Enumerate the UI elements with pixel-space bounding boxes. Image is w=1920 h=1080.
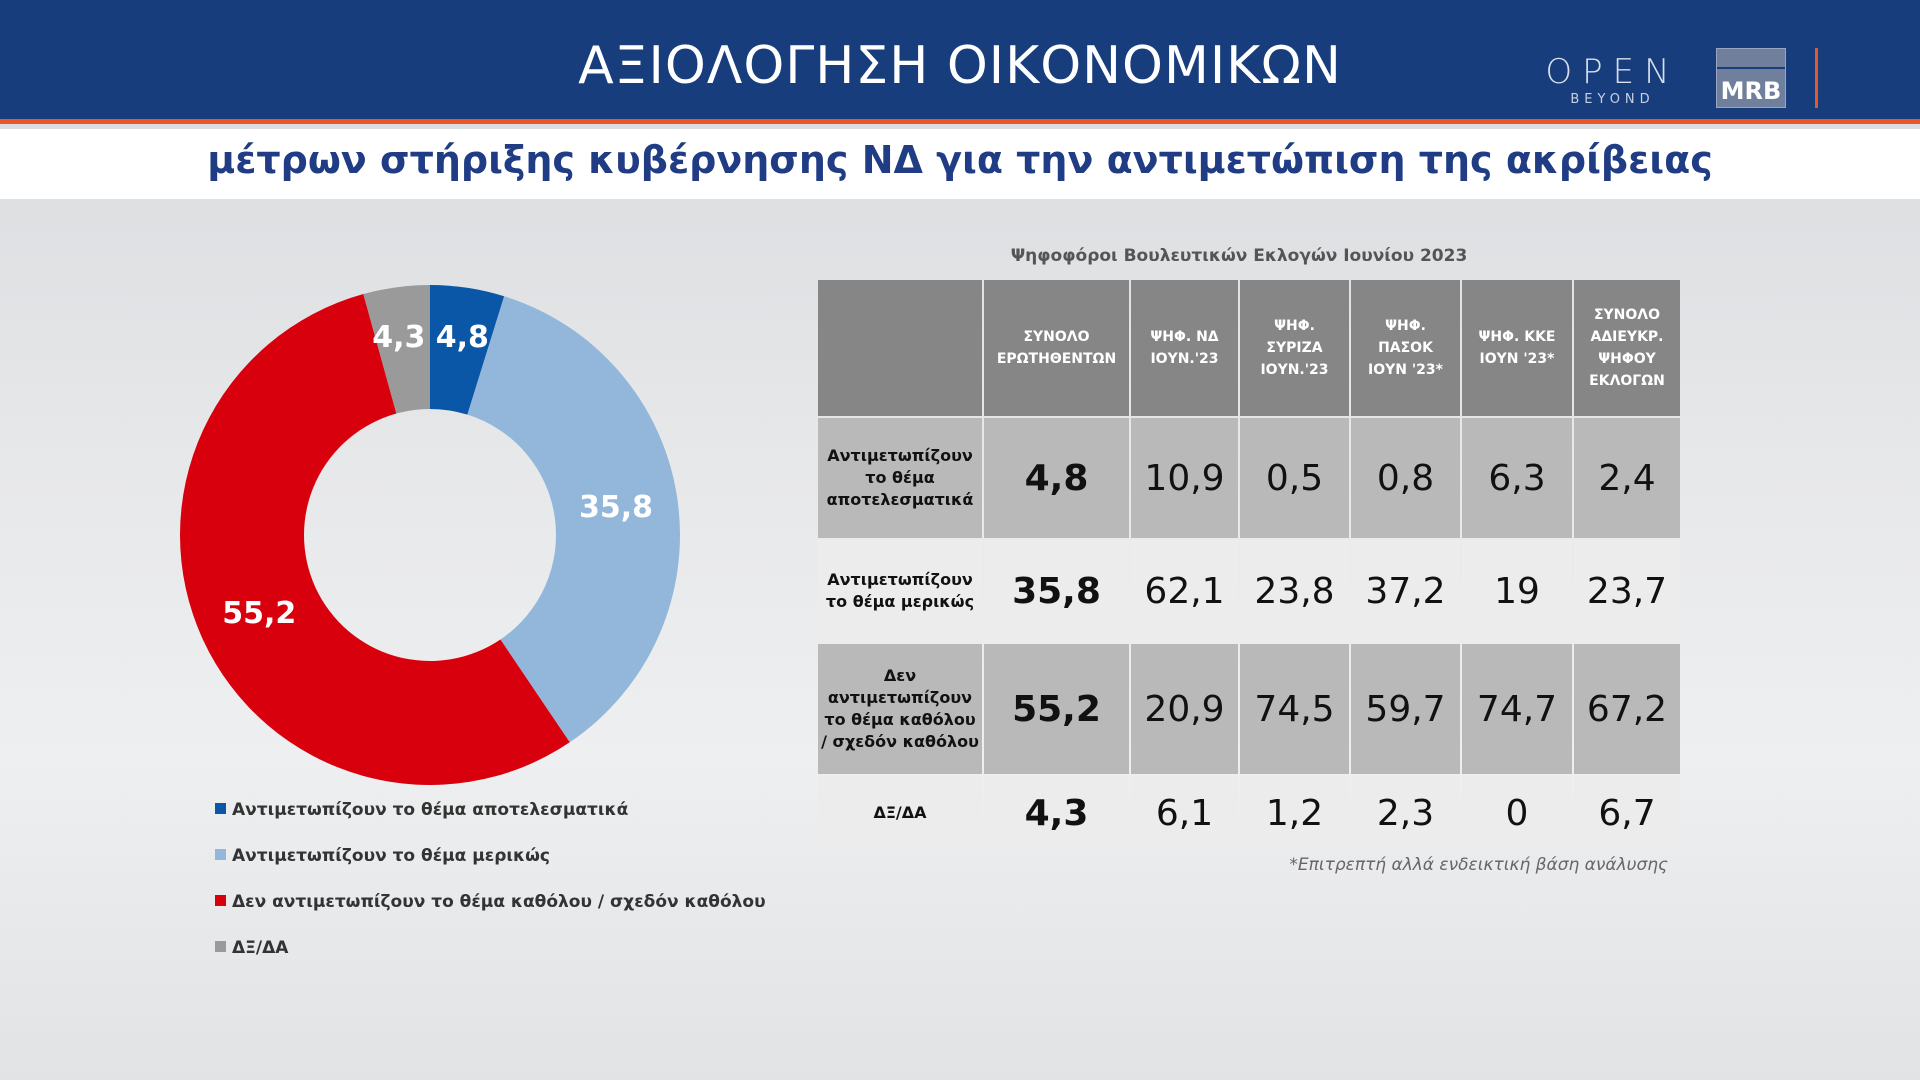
legend-item-effective: Αντιμετωπίζουν το θέμα αποτελεσματικά (215, 800, 628, 820)
table-cell: 2,4 (1574, 418, 1680, 538)
table-cell: 35,8 (984, 540, 1129, 642)
table-cell: 55,2 (984, 644, 1129, 774)
table-header-cell: ΣΥΝΟΛΟ ΕΡΩΤΗΘΕΝΤΩΝ (984, 280, 1129, 416)
table-row-label-dk-na: ΔΞ/ΔΑ (818, 776, 982, 850)
legend-swatch (215, 848, 226, 860)
table-header-cell: ΨΗΦ. ΠΑΣΟΚ ΙΟΥΝ '23* (1351, 280, 1460, 416)
logo-separator (1815, 48, 1818, 108)
table-row-label-partially: Αντιμετωπίζουν το θέμα μερικώς (818, 540, 982, 642)
donut-slice-effective (430, 285, 505, 415)
table-cell: 0,5 (1240, 418, 1349, 538)
legend-item-not-at-all: Δεν αντιμετωπίζουν το θέμα καθόλου / σχε… (215, 892, 766, 912)
legend-swatch (215, 940, 226, 952)
open-logo: OPEN (1545, 52, 1680, 92)
subtitle-bar (0, 129, 1920, 199)
donut-chart-svg (180, 285, 680, 785)
table-cell: 6,7 (1574, 776, 1680, 850)
page-subtitle: μέτρων στήριξης κυβέρνησης ΝΔ για την αν… (207, 138, 1713, 182)
table-cell: 4,3 (984, 776, 1129, 850)
legend-label: Αντιμετωπίζουν το θέμα αποτελεσματικά (232, 800, 629, 820)
legend-item-partially: Αντιμετωπίζουν το θέμα μερικώς (215, 846, 550, 866)
donut-label-not-at-all: 55,2 (222, 596, 297, 632)
table-cell: 1,2 (1240, 776, 1349, 850)
table-cell: 19 (1462, 540, 1572, 642)
table-cell: 6,3 (1462, 418, 1572, 538)
donut-label-effective: 4,8 (435, 319, 489, 355)
header-bar (0, 0, 1920, 124)
table-cell: 10,9 (1131, 418, 1238, 538)
table-header-cell: ΨΗΦ. ΣΥΡΙΖΑ ΙΟΥΝ.'23 (1240, 280, 1349, 416)
donut-slice-dk-na (363, 285, 430, 414)
legend-label: Αντιμετωπίζουν το θέμα μερικώς (232, 846, 550, 866)
open-logo-tagline: BEYOND (1570, 92, 1655, 107)
table-header-cell: ΣΥΝΟΛΟ ΑΔΙΕΥΚΡ. ΨΗΦΟΥ ΕΚΛΟΓΩΝ (1574, 280, 1680, 416)
donut-label-dk-na: 4,3 (372, 319, 426, 355)
donut-chart: 4,8 35,8 55,2 4,3 (170, 275, 690, 795)
table-cell: 23,8 (1240, 540, 1349, 642)
mrb-logo: MRB (1716, 48, 1786, 108)
table-cell: 62,1 (1131, 540, 1238, 642)
mrb-logo-text: MRB (1720, 77, 1782, 105)
footnote: *Επιτρεπτή αλλά ενδεικτική βάση ανάλυσης (1289, 855, 1668, 875)
table-cell: 67,2 (1574, 644, 1680, 774)
table-cell: 4,8 (984, 418, 1129, 538)
table-header-cell (818, 280, 982, 416)
table-cell: 74,7 (1462, 644, 1572, 774)
donut-slice-not-at-all (180, 294, 570, 785)
legend-swatch (215, 894, 226, 906)
legend-label: ΔΞ/ΔΑ (232, 938, 289, 958)
table-cell: 0 (1462, 776, 1572, 850)
page-title: ΑΞΙΟΛΟΓΗΣΗ ΟΙΚΟΝΟΜΙΚΩΝ (578, 36, 1342, 96)
table-row-label-not-at-all: Δεν αντιμετωπίζουν το θέμα καθόλου / σχε… (818, 644, 982, 774)
table-cell: 2,3 (1351, 776, 1460, 850)
donut-label-partially: 35,8 (579, 490, 654, 526)
legend-item-dk-na: ΔΞ/ΔΑ (215, 938, 288, 958)
table-cell: 37,2 (1351, 540, 1460, 642)
table-row-label-effective: Αντιμετωπίζουν το θέμα αποτελεσματικά (818, 418, 982, 538)
table-cell: 23,7 (1574, 540, 1680, 642)
table-cell: 59,7 (1351, 644, 1460, 774)
table-cell: 20,9 (1131, 644, 1238, 774)
legend-label: Δεν αντιμετωπίζουν το θέμα καθόλου / σχε… (232, 892, 766, 912)
table-header-cell: ΨΗΦ. ΚΚΕ ΙΟΥΝ '23* (1462, 280, 1572, 416)
legend-swatch (215, 802, 226, 814)
table-cell: 0,8 (1351, 418, 1460, 538)
table-header-cell: ΨΗΦ. ΝΔ ΙΟΥΝ.'23 (1131, 280, 1238, 416)
table-cell: 6,1 (1131, 776, 1238, 850)
header-accent-line (0, 119, 1920, 124)
table-caption: Ψηφοφόροι Βουλευτικών Εκλογών Ιουνίου 20… (1010, 246, 1468, 266)
table-cell: 74,5 (1240, 644, 1349, 774)
donut-slice-partially (467, 296, 680, 743)
